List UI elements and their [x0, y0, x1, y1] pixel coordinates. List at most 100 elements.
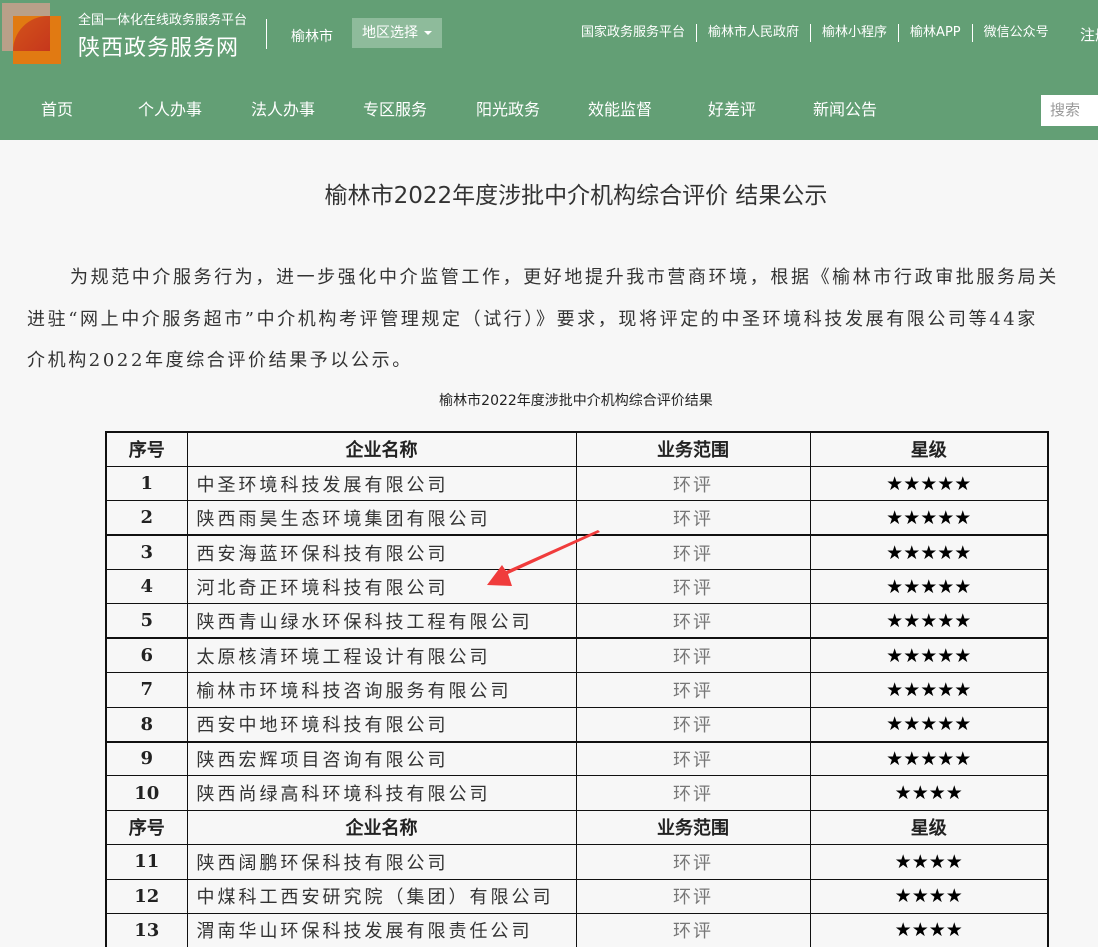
- table-row: 5 陕西青山绿水环保科技工程有限公司 环评 ★★★★★: [105, 603, 1049, 640]
- nav-personal[interactable]: 个人办事: [138, 100, 203, 119]
- cell-scope: 环评: [575, 603, 811, 640]
- article-title: 榆林市2022年度涉批中介机构综合评价 结果公示: [324, 183, 828, 209]
- cell-name: 河北奇正环境科技有限公司: [186, 569, 577, 605]
- header-cell-name: 企业名称: [186, 431, 577, 467]
- cell-scope: 环评: [575, 706, 811, 743]
- nav-open-government[interactable]: 阳光政务: [476, 100, 541, 119]
- top-link-app[interactable]: 榆林APP: [898, 24, 972, 42]
- cell-no: 13: [105, 912, 188, 947]
- cell-no: 9: [105, 741, 188, 777]
- cell-name: 西安中地环境科技有限公司: [186, 706, 577, 743]
- table-row: 9 陕西宏辉项目咨询有限公司 环评 ★★★★★: [105, 741, 1049, 777]
- paragraph-line: 介机构2022年度综合评价结果予以公示。: [27, 350, 413, 371]
- table-row: 8 西安中地环境科技有限公司 环评 ★★★★★: [105, 706, 1049, 743]
- nav-news[interactable]: 新闻公告: [813, 100, 878, 119]
- cell-no: 2: [105, 500, 188, 537]
- header-cell-no: 序号: [105, 431, 188, 467]
- cell-scope: 环评: [575, 637, 811, 674]
- cell-name: 太原核清环境工程设计有限公司: [186, 637, 577, 674]
- cell-name: 中煤科工西安研究院（集团）有限公司: [186, 878, 577, 914]
- nav-review[interactable]: 好差评: [708, 100, 757, 119]
- nav-special-zone[interactable]: 专区服务: [363, 100, 428, 119]
- table-row: 7 榆林市环境科技咨询服务有限公司 环评 ★★★★★: [105, 672, 1049, 708]
- cell-stars: ★★★★★: [809, 741, 1049, 777]
- cell-stars: ★★★★: [809, 844, 1049, 880]
- cell-name: 陕西雨昊生态环境集团有限公司: [186, 500, 577, 537]
- cell-stars: ★★★★: [809, 912, 1049, 947]
- cell-scope: 环评: [575, 878, 811, 914]
- cell-name: 陕西青山绿水环保科技工程有限公司: [186, 603, 577, 640]
- cell-scope: 环评: [575, 912, 811, 947]
- cell-stars: ★★★★: [809, 775, 1049, 811]
- cell-stars: ★★★★★: [809, 569, 1049, 605]
- table-header-row: 序号 企业名称 业务范围 星级: [105, 431, 1049, 467]
- cell-name: 中圣环境科技发展有限公司: [186, 465, 577, 502]
- cell-no: 1: [105, 465, 188, 502]
- cell-stars: ★★★★★: [809, 672, 1049, 708]
- cell-scope: 环评: [575, 741, 811, 777]
- header-cell-stars: 星级: [809, 431, 1049, 467]
- table-header-row: 序号 企业名称 业务范围 星级: [105, 809, 1049, 846]
- cell-name: 陕西阔鹏环保科技有限公司: [186, 844, 577, 880]
- nav-supervision[interactable]: 效能监督: [588, 100, 653, 119]
- top-link-national-platform[interactable]: 国家政务服务平台: [581, 25, 686, 40]
- cell-stars: ★★★★★: [809, 637, 1049, 674]
- cell-name: 西安海蓝环保科技有限公司: [186, 534, 577, 571]
- table-row: 4 河北奇正环境科技有限公司 环评 ★★★★★: [105, 569, 1049, 605]
- cell-stars: ★★★★★: [809, 534, 1049, 571]
- top-link-wechat[interactable]: 微信公众号: [971, 24, 1060, 42]
- results-table: 序号 企业名称 业务范围 星级 1 中圣环境科技发展有限公司 环评 ★★★★★ 2 陕西雨昊生态环…: [105, 431, 1049, 947]
- table-row: 6 太原核清环境工程设计有限公司 环评 ★★★★★: [105, 637, 1049, 674]
- cell-no: 7: [105, 672, 188, 708]
- cell-no: 4: [105, 569, 188, 605]
- top-link-yulin-government[interactable]: 榆林市人民政府: [696, 24, 810, 42]
- header-cell-no: 序号: [105, 809, 188, 846]
- divider: [266, 19, 267, 49]
- table-row: 13 渭南华山环保科技发展有限责任公司 环评 ★★★★: [105, 912, 1049, 947]
- cell-scope: 环评: [575, 534, 811, 571]
- site-brand[interactable]: 陕西政务服务网: [78, 36, 240, 61]
- table-row: 1 中圣环境科技发展有限公司 环评 ★★★★★: [105, 465, 1049, 502]
- nav-home[interactable]: 首页: [41, 100, 74, 119]
- top-links: 国家政务服务平台 榆林市人民政府 榆林小程序 榆林APP 微信公众号: [581, 24, 1060, 42]
- cell-no: 6: [105, 637, 188, 674]
- cell-no: 5: [105, 603, 188, 640]
- cell-scope: 环评: [575, 569, 811, 605]
- table-caption: 榆林市2022年度涉批中介机构综合评价结果: [439, 393, 713, 409]
- header-cell-scope: 业务范围: [575, 809, 811, 846]
- cell-name: 陕西宏辉项目咨询有限公司: [186, 741, 577, 777]
- cell-name: 陕西尚绿高科环境科技有限公司: [186, 775, 577, 811]
- cell-stars: ★★★★★: [809, 706, 1049, 743]
- register-link[interactable]: 注册: [1080, 26, 1098, 44]
- table-row: 10 陕西尚绿高科环境科技有限公司 环评 ★★★★: [105, 775, 1049, 811]
- top-link-mini-program[interactable]: 榆林小程序: [810, 24, 898, 42]
- cell-scope: 环评: [575, 672, 811, 708]
- cell-no: 8: [105, 706, 188, 743]
- header-cell-name: 企业名称: [186, 809, 577, 846]
- nav-corporate[interactable]: 法人办事: [251, 100, 316, 119]
- cell-no: 11: [105, 844, 188, 880]
- table-row: 12 中煤科工西安研究院（集团）有限公司 环评 ★★★★: [105, 878, 1049, 914]
- cell-name: 渭南华山环保科技发展有限责任公司: [186, 912, 577, 947]
- cell-stars: ★★★★★: [809, 603, 1049, 640]
- table-row: 2 陕西雨昊生态环境集团有限公司 环评 ★★★★★: [105, 500, 1049, 537]
- cell-scope: 环评: [575, 465, 811, 502]
- table-row: 11 陕西阔鹏环保科技有限公司 环评 ★★★★: [105, 844, 1049, 880]
- region-select[interactable]: 地区选择: [352, 18, 442, 48]
- cell-name: 榆林市环境科技咨询服务有限公司: [186, 672, 577, 708]
- paragraph-line: 进驻“网上中介服务超市”中介机构考评管理规定（试行）》要求，现将评定的中圣环境科…: [27, 309, 1038, 330]
- table-row: 3 西安海蓝环保科技有限公司 环评 ★★★★★: [105, 534, 1049, 571]
- site-logo[interactable]: [2, 3, 61, 64]
- cell-no: 12: [105, 878, 188, 914]
- paragraph-line: 为规范中介服务行为，进一步强化中介监管工作，更好地提升我市营商环境，根据《榆林市…: [70, 267, 1059, 288]
- header-cell-scope: 业务范围: [575, 431, 811, 467]
- current-city: 榆林市: [291, 29, 333, 45]
- cell-scope: 环评: [575, 775, 811, 811]
- cell-scope: 环评: [575, 844, 811, 880]
- cell-no: 3: [105, 534, 188, 571]
- search-input[interactable]: 搜索: [1041, 95, 1098, 126]
- region-select-label: 地区选择: [362, 25, 418, 41]
- header-cell-stars: 星级: [809, 809, 1049, 846]
- cell-stars: ★★★★: [809, 878, 1049, 914]
- site-header: 全国一体化在线政务服务平台 陕西政务服务网 榆林市 地区选择 国家政务服务平台 …: [0, 0, 1098, 140]
